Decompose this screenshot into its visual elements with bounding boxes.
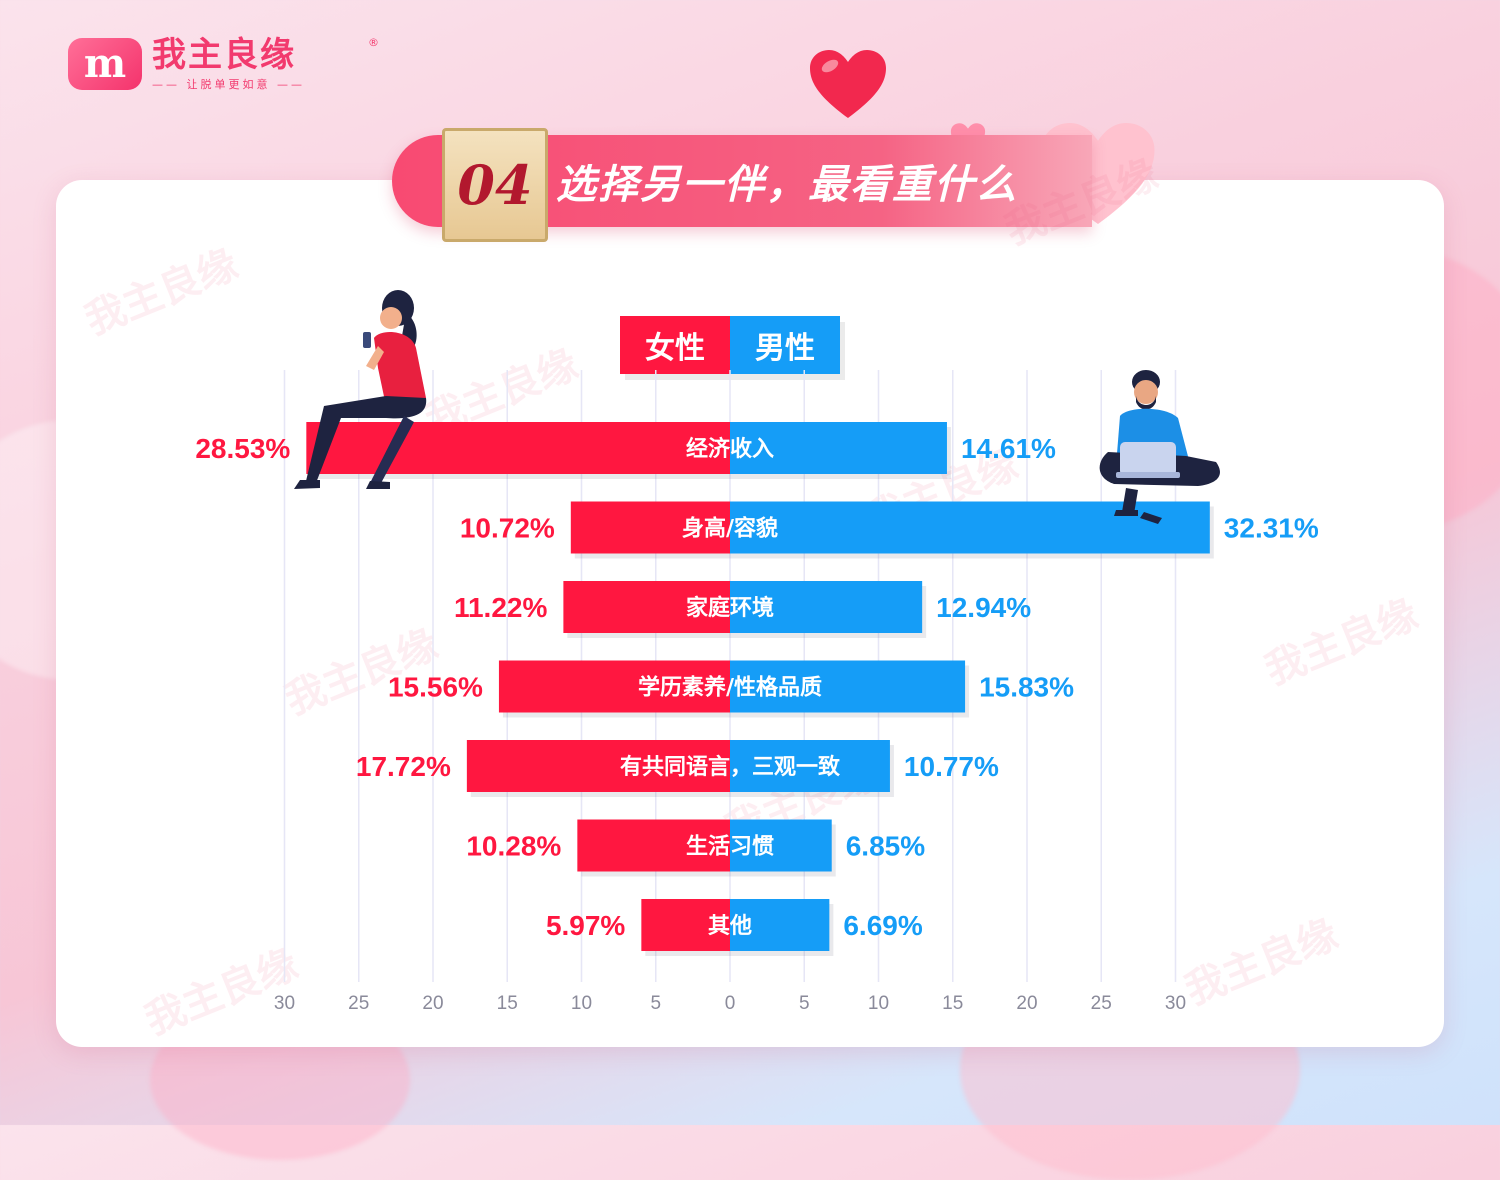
value-label-male: 32.31% [1224, 513, 1319, 544]
man-illustration [1099, 370, 1220, 524]
registered-mark: ® [368, 36, 379, 49]
woman-illustration [294, 290, 427, 489]
bar-female [570, 501, 730, 554]
brand-name: 我主良缘 [152, 35, 296, 75]
bar-male [730, 660, 966, 713]
x-tick-label: 15 [497, 993, 518, 1014]
value-label-female: 11.22% [454, 592, 548, 623]
bar-male [730, 581, 923, 633]
bar-female [466, 740, 730, 792]
brand-slogan: —— 让脱单更如意 —— [152, 78, 305, 91]
x-tick-label: 30 [1165, 993, 1186, 1014]
x-tick-label: 20 [422, 993, 443, 1014]
bar-male [730, 899, 830, 951]
brand-logo: m 我主良缘 —— 让脱单更如意 —— ® [68, 36, 379, 92]
category-label: 家庭环境 [686, 595, 774, 621]
value-label-female: 15.56% [388, 672, 483, 703]
x-tick-label: 10 [571, 993, 592, 1014]
category-label: 生活习惯 [686, 835, 774, 860]
bar-male [730, 422, 947, 474]
bar-female [306, 422, 730, 474]
value-label-male: 12.94% [936, 592, 1031, 623]
value-label-male: 6.69% [843, 910, 922, 941]
value-label-female: 10.72% [460, 513, 555, 544]
x-tick-label: 0 [725, 993, 736, 1014]
chart-legend: 女性 男性 [620, 316, 840, 374]
category-label: 身高/容貌 [682, 516, 778, 542]
bar-female [498, 660, 730, 713]
x-tick-label: 20 [1016, 993, 1037, 1014]
category-label: 经济收入 [686, 436, 774, 462]
bar-male [730, 740, 890, 792]
heart-icon [810, 50, 886, 118]
value-label-male: 15.83% [979, 672, 1074, 703]
category-label: 有共同语言，三观一致 [620, 754, 841, 780]
category-label: 其他 [708, 914, 752, 939]
value-label-female: 17.72% [356, 751, 451, 782]
x-tick-label: 25 [348, 993, 369, 1014]
logo-mark: m [68, 38, 142, 90]
value-label-male: 10.77% [904, 751, 999, 782]
legend-female: 女性 [620, 316, 730, 374]
logo-text: 我主良缘 —— 让脱单更如意 —— [152, 36, 305, 92]
legend-male: 男性 [730, 316, 840, 374]
value-label-female: 28.53% [195, 433, 290, 464]
page-title: 选择另一伴，最看重什么 [556, 162, 1018, 208]
bar-male [730, 819, 832, 872]
x-tick-label: 15 [942, 993, 963, 1014]
section-number: 04 [442, 128, 548, 242]
diverging-bar-chart: 30 25 20 15 10 5 0 5 10 15 20 25 30 经济收入 28.53% 14.61% 身… [195, 370, 1319, 1014]
bar-female [577, 819, 730, 872]
x-tick-label: 10 [868, 993, 889, 1014]
x-tick-label: 25 [1091, 993, 1112, 1014]
bar-female [641, 899, 730, 951]
x-tick-label: 5 [650, 993, 661, 1014]
value-label-female: 5.97% [546, 910, 625, 941]
value-label-female: 10.28% [466, 831, 561, 862]
value-label-male: 6.85% [846, 831, 925, 862]
x-tick-label: 30 [274, 993, 295, 1014]
category-label: 学历素养/性格品质 [638, 675, 822, 701]
bar-female [563, 581, 730, 633]
value-label-male: 14.61% [961, 433, 1056, 464]
x-tick-label: 5 [799, 993, 810, 1014]
